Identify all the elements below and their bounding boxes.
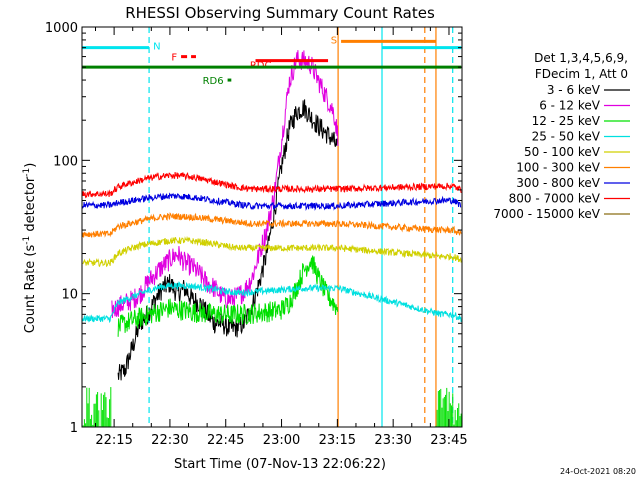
series-line (82, 281, 462, 324)
legend-header-line-2: FDecim 1, Att 0 (535, 67, 628, 81)
legend-entry-label: 3 - 6 keV (547, 83, 601, 97)
x-tick-label: 23:15 (319, 433, 356, 448)
series-line (82, 235, 462, 268)
legend-entry-label: 25 - 50 keV (532, 130, 601, 144)
x-tick-label: 22:15 (95, 433, 132, 448)
legend: Det 1,3,4,5,6,9, FDecim 1, Att 0 3 - 6 k… (493, 51, 630, 221)
x-tick-label: 23:30 (374, 433, 411, 448)
flag-label: N (153, 42, 160, 53)
plot-frame (81, 26, 463, 428)
y-tick-label: 100 (53, 154, 78, 169)
legend-entry-label: 300 - 800 keV (516, 176, 600, 190)
y-axis-label-part: Count Rate (s (23, 245, 38, 334)
x-tick-label: 22:45 (207, 433, 244, 448)
y-axis-label-part: -1 (22, 168, 32, 177)
y-tick-label: 1 (70, 421, 78, 436)
x-tick-label: 23:45 (430, 433, 467, 448)
legend-entry-label: 7000 - 15000 keV (493, 207, 600, 221)
y-tick-label: 1000 (45, 21, 78, 36)
data-layer: NFRD6RDCS (81, 27, 462, 427)
axes-layer: 22:15 22:30 22:45 23:00 23:15 23:30 23:45 1 10 10… (45, 21, 468, 448)
y-tick-label: 10 (61, 288, 78, 303)
y-axis-label-part: detector (23, 176, 38, 236)
x-axis-label: Start Time (07-Nov-13 22:06:22) (174, 457, 386, 472)
flag-label: RD6 (203, 76, 224, 87)
legend-entry-label: 100 - 300 keV (516, 161, 600, 175)
legend-entry-label: 800 - 7000 keV (509, 192, 601, 206)
footer-timestamp: 24-Oct-2021 08:20 (560, 467, 636, 476)
legend-entry-label: 50 - 100 keV (524, 145, 601, 159)
series-line (82, 212, 462, 238)
legend-entry-label: 12 - 25 keV (532, 114, 601, 128)
x-tick-label: 22:30 (151, 433, 188, 448)
legend-entry-label: 6 - 12 keV (539, 99, 601, 113)
series-line (111, 50, 339, 319)
series-line (82, 171, 462, 199)
flag-label: S (331, 35, 337, 46)
flag-label: F (171, 53, 177, 64)
series-line (117, 255, 339, 337)
series-line (117, 99, 338, 381)
series-line (82, 192, 462, 212)
x-tick-label: 23:00 (263, 433, 300, 448)
y-axis-label: Count Rate (s-1 detector-1) (22, 163, 38, 334)
legend-header-line-1: Det 1,3,4,5,6,9, (534, 51, 628, 65)
y-axis-label-part: ) (23, 163, 38, 168)
chart-title: RHESSI Observing Summary Count Rates (125, 4, 435, 22)
y-axis-label-part: -1 (22, 236, 32, 245)
